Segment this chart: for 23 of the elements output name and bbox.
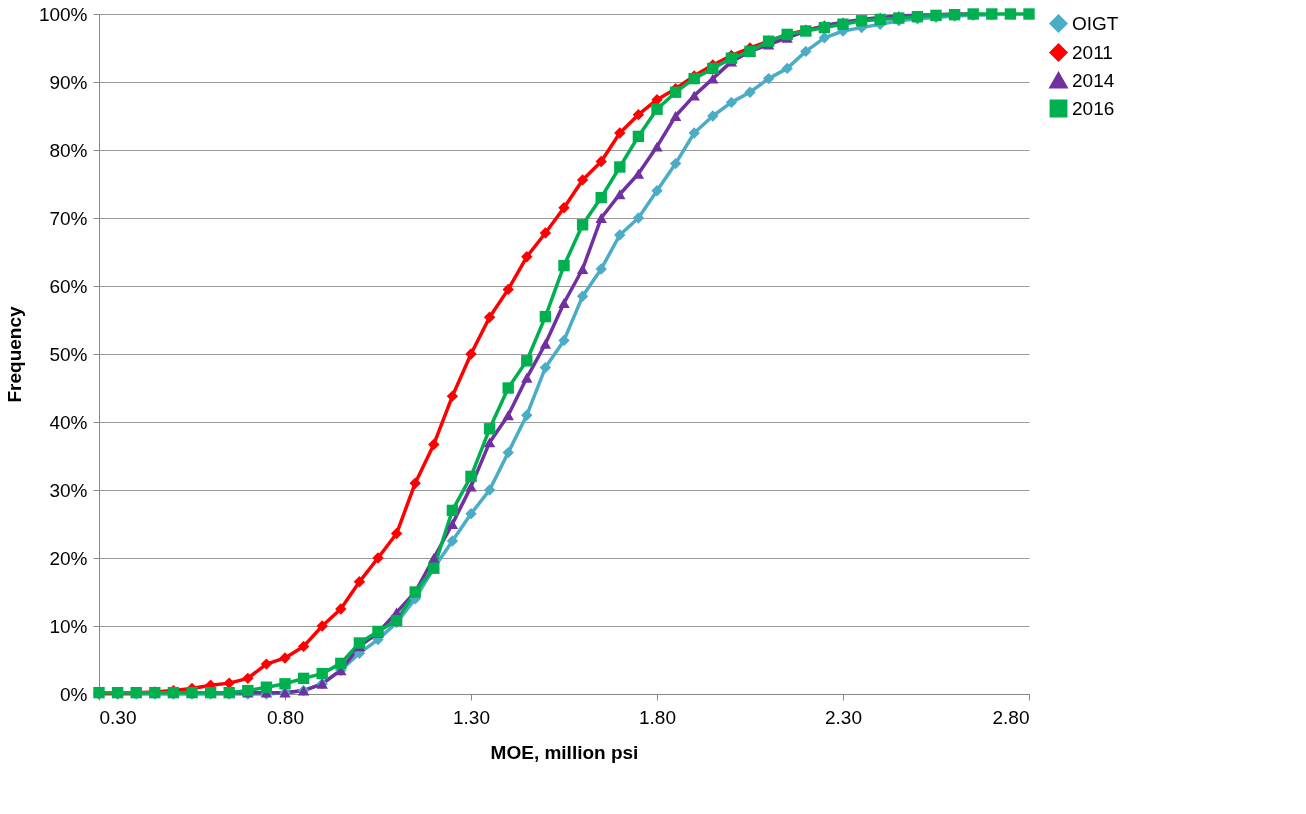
legend-label: OIGT (1072, 12, 1119, 34)
y-tick-label: 10% (49, 615, 88, 637)
x-tick-label: 2.80 (992, 706, 1030, 728)
y-tick-label: 80% (49, 139, 88, 161)
y-tick-label: 40% (49, 411, 88, 433)
legend-label: 2016 (1072, 97, 1115, 119)
y-tick-label: 0% (60, 683, 88, 705)
y-tick-label: 90% (49, 71, 88, 93)
legend-label: 2014 (1072, 69, 1115, 91)
legend-label: 2011 (1072, 41, 1113, 63)
x-axis-title: MOE, million psi (490, 741, 639, 763)
x-tick-label: 1.30 (453, 706, 490, 728)
x-tick-label: 0.30 (99, 706, 137, 728)
x-tick-label: 2.30 (825, 706, 862, 728)
y-tick-label: 100% (38, 3, 88, 25)
y-tick-label: 30% (49, 479, 88, 501)
y-tick-label: 70% (49, 207, 88, 229)
x-tick-label: 1.80 (639, 706, 676, 728)
y-tick-label: 60% (49, 275, 88, 297)
y-tick-label: 20% (49, 547, 88, 569)
y-tick-label: 50% (49, 343, 88, 365)
y-axis-title: Frequency (3, 306, 25, 403)
x-tick-label: 0.80 (267, 706, 304, 728)
